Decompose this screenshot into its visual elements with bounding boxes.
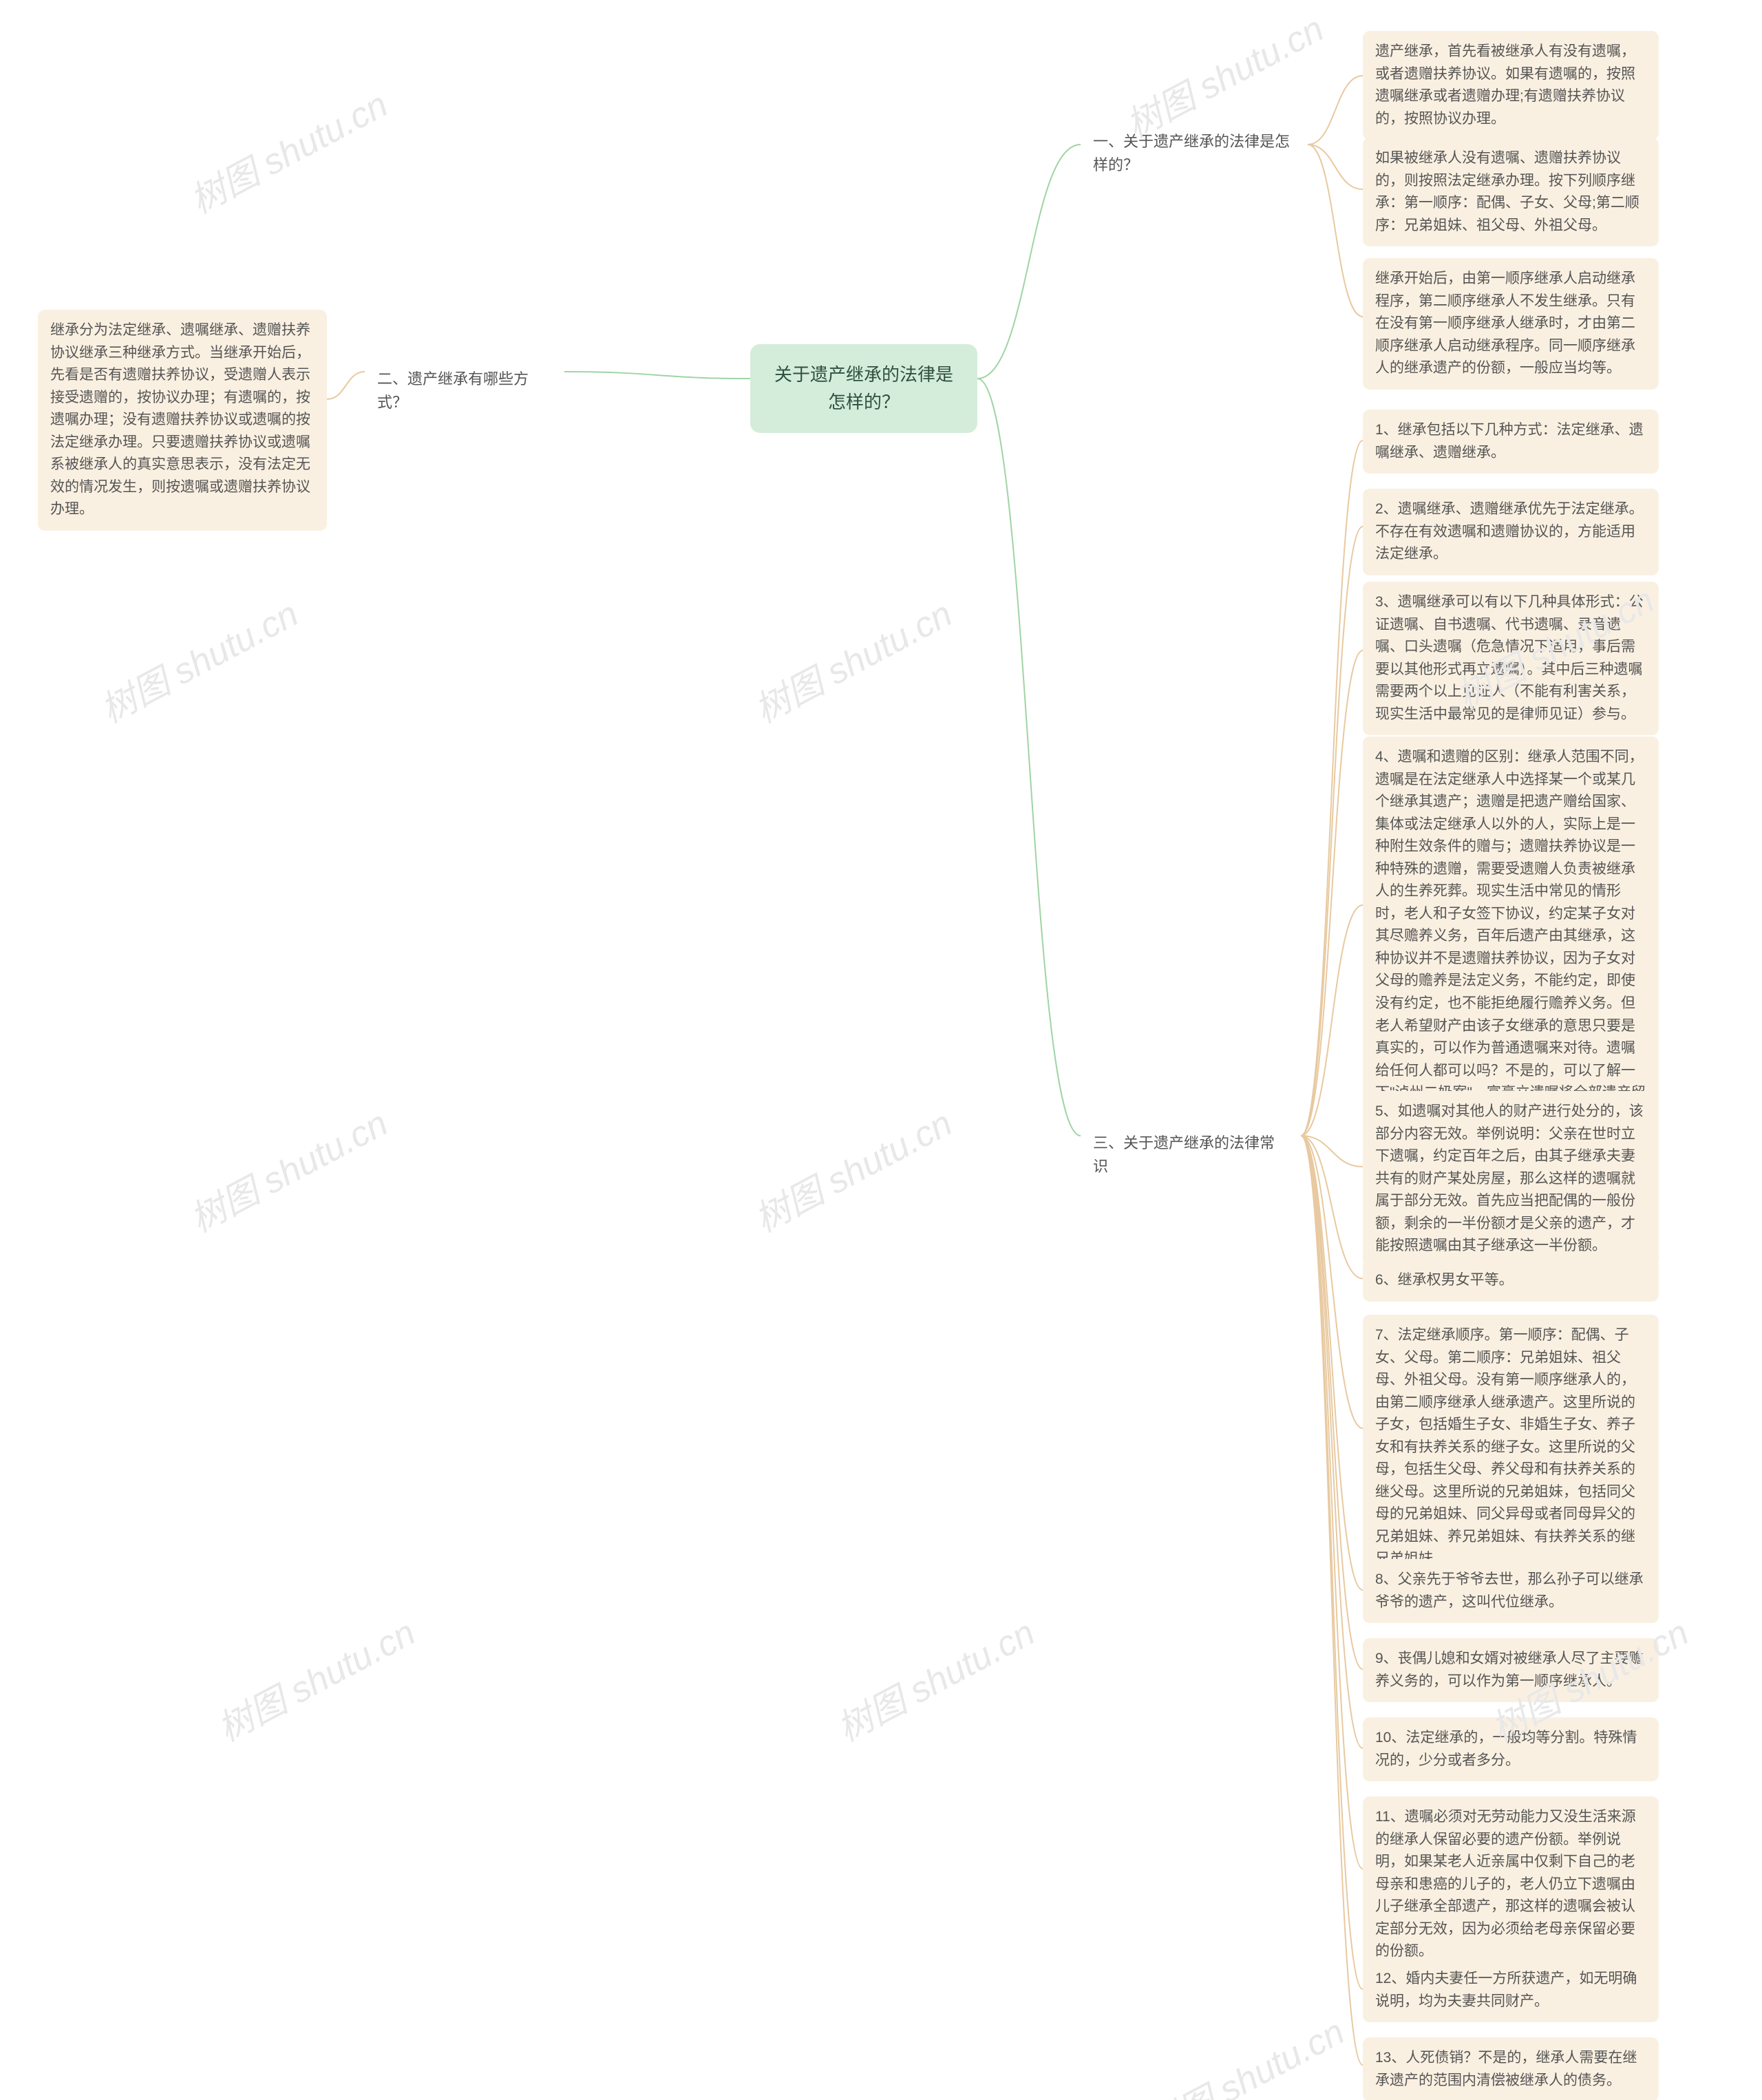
- branch-1-leaf-2: 继承开始后，由第一顺序继承人启动继承程序，第二顺序继承人不发生继承。只有在没有第…: [1363, 258, 1659, 390]
- watermark: 树图 shutu.cn: [827, 1604, 1042, 1751]
- branch-1-leaf-0: 遗产继承，首先看被继承人有没有遗嘱，或者遗赠扶养协议。如果有遗嘱的，按照遗嘱继承…: [1363, 31, 1659, 140]
- branch-3-leaf-6: 7、法定继承顺序。第一顺序：配偶、子女、父母。第二顺序：兄弟姐妹、祖父母、外祖父…: [1363, 1315, 1659, 1580]
- watermark: 树图 shutu.cn: [1136, 2003, 1352, 2100]
- branch-3-leaf-4: 5、如遗嘱对其他人的财产进行处分的，该部分内容无效。举例说明：父亲在世时立下遗嘱…: [1363, 1091, 1659, 1267]
- branch-3-leaf-1: 2、遗嘱继承、遗赠继承优先于法定继承。不存在有效遗嘱和遗赠协议的，方能适用法定继…: [1363, 489, 1659, 575]
- branch-3-leaf-8: 9、丧偶儿媳和女婿对被继承人尽了主要赡养义务的，可以作为第一顺序继承人。: [1363, 1638, 1659, 1702]
- branch-1-leaf-1: 如果被继承人没有遗嘱、遗赠扶养协议的，则按照法定继承办理。按下列顺序继承：第一顺…: [1363, 138, 1659, 246]
- watermark: 树图 shutu.cn: [744, 1094, 959, 1242]
- branch-3-leaf-10: 11、遗嘱必须对无劳动能力又没生活来源的继承人保留必要的遗产份额。举例说明，如果…: [1363, 1796, 1659, 1973]
- branch-2-leaf: 继承分为法定继承、遗嘱继承、遗赠扶养协议继承三种继承方式。当继承开始后，先看是否…: [38, 310, 327, 531]
- branch-1-title: 一、关于遗产继承的法律是怎样的？: [1081, 120, 1308, 187]
- branch-3-leaf-11: 12、婚内夫妻任一方所获遗产，如无明确说明，均为夫妻共同财产。: [1363, 1958, 1659, 2022]
- watermark: 树图 shutu.cn: [180, 76, 395, 223]
- watermark: 树图 shutu.cn: [744, 585, 959, 732]
- branch-3-leaf-9: 10、法定继承的，一般均等分割。特殊情况的，少分或者多分。: [1363, 1717, 1659, 1781]
- branch-3-leaf-2: 3、遗嘱继承可以有以下几种具体形式：公证遗嘱、自书遗嘱、代书遗嘱、录音遗嘱、口头…: [1363, 582, 1659, 735]
- watermark: 树图 shutu.cn: [207, 1604, 423, 1751]
- root-node: 关于遗产继承的法律是怎样的？: [750, 344, 977, 433]
- branch-3-leaf-12: 13、人死债销？不是的，继承人需要在继承遗产的范围内清偿被继承人的债务。: [1363, 2037, 1659, 2100]
- watermark: 树图 shutu.cn: [90, 585, 306, 732]
- branch-3-leaf-7: 8、父亲先于爷爷去世，那么孙子可以继承爷爷的遗产，这叫代位继承。: [1363, 1559, 1659, 1623]
- branch-3-title: 三、关于遗产继承的法律常识: [1081, 1122, 1301, 1188]
- branch-3-leaf-5: 6、继承权男女平等。: [1363, 1260, 1659, 1302]
- branch-2-title: 二、遗产继承有哪些方式？: [365, 358, 564, 424]
- watermark: 树图 shutu.cn: [180, 1094, 395, 1242]
- branch-3-leaf-0: 1、继承包括以下几种方式：法定继承、遗嘱继承、遗赠继承。: [1363, 410, 1659, 474]
